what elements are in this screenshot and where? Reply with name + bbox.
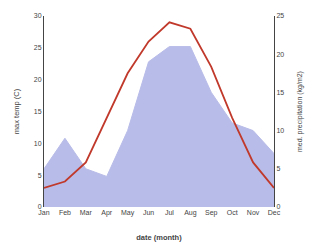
svg-text:Jan: Jan: [38, 209, 49, 216]
svg-text:15: 15: [276, 89, 284, 96]
svg-text:20: 20: [34, 76, 42, 83]
svg-text:Oct: Oct: [227, 209, 238, 216]
svg-text:0: 0: [276, 203, 280, 210]
svg-text:Mar: Mar: [80, 209, 93, 216]
svg-text:20: 20: [276, 51, 284, 58]
svg-text:Sep: Sep: [205, 209, 218, 217]
svg-text:med. precipitation (kg/m2): med. precipitation (kg/m2): [296, 71, 304, 152]
svg-text:25: 25: [34, 44, 42, 51]
svg-text:Aug: Aug: [184, 209, 197, 217]
svg-text:Dec: Dec: [268, 209, 281, 216]
svg-text:5: 5: [276, 165, 280, 172]
svg-text:5: 5: [38, 172, 42, 179]
svg-text:10: 10: [276, 127, 284, 134]
svg-text:Apr: Apr: [101, 209, 113, 217]
svg-text:10: 10: [34, 140, 42, 147]
svg-text:15: 15: [34, 108, 42, 115]
svg-text:max temp (C): max temp (C): [12, 88, 21, 134]
svg-text:May: May: [121, 209, 135, 217]
svg-text:Jun: Jun: [143, 209, 154, 216]
svg-text:Jul: Jul: [165, 209, 174, 216]
svg-text:date (month): date (month): [136, 233, 182, 242]
svg-text:30: 30: [34, 12, 42, 19]
svg-text:0: 0: [38, 203, 42, 210]
svg-text:25: 25: [276, 12, 284, 19]
svg-text:Nov: Nov: [247, 209, 260, 216]
svg-text:Feb: Feb: [59, 209, 71, 216]
